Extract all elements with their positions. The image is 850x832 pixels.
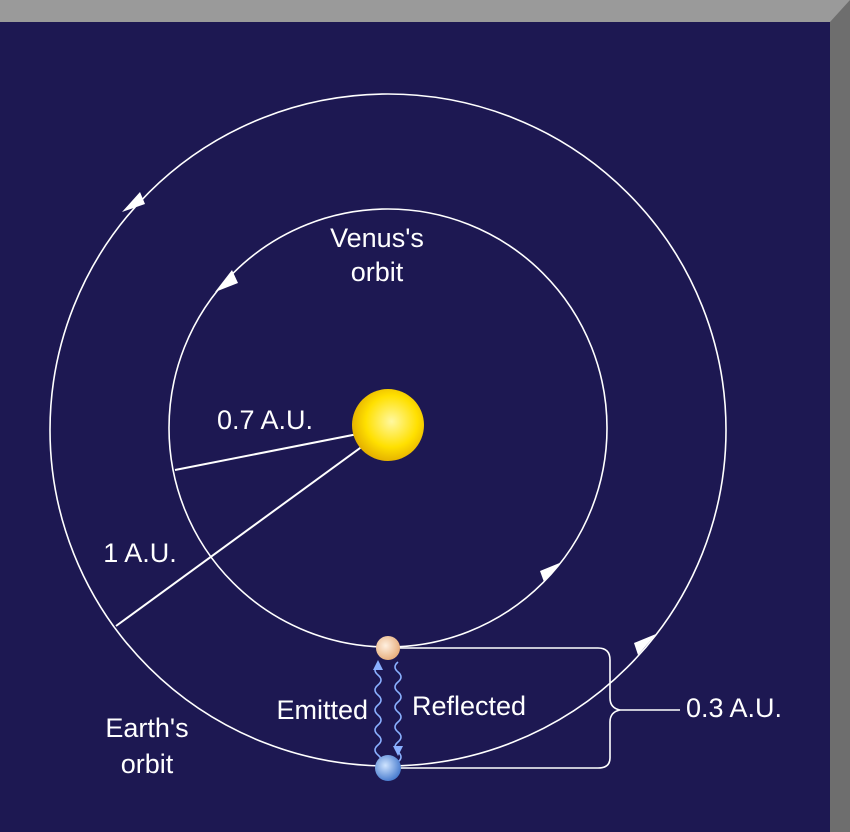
- venus: [376, 636, 400, 660]
- arrow: [215, 270, 238, 292]
- arrow: [373, 660, 383, 670]
- earth: [375, 755, 401, 781]
- label: orbit: [351, 257, 404, 287]
- label: orbit: [121, 749, 174, 779]
- bevel-side: [830, 0, 850, 832]
- label: Earth's: [105, 713, 188, 743]
- earth-radius: [115, 431, 383, 627]
- arrow: [634, 634, 656, 655]
- label: 1 A.U.: [103, 538, 177, 568]
- label: 0.7 A.U.: [217, 405, 313, 435]
- arrow: [393, 746, 403, 756]
- arrow: [540, 562, 562, 582]
- venus-radius: [174, 429, 379, 471]
- sun: [352, 389, 424, 461]
- label: 0.3 A.U.: [686, 693, 782, 723]
- label: Reflected: [412, 691, 526, 721]
- arrow: [122, 192, 145, 212]
- emitted-wave: [374, 664, 382, 766]
- reflected-wave: [394, 661, 402, 763]
- label: Venus's: [330, 223, 424, 253]
- label: Emitted: [276, 695, 368, 725]
